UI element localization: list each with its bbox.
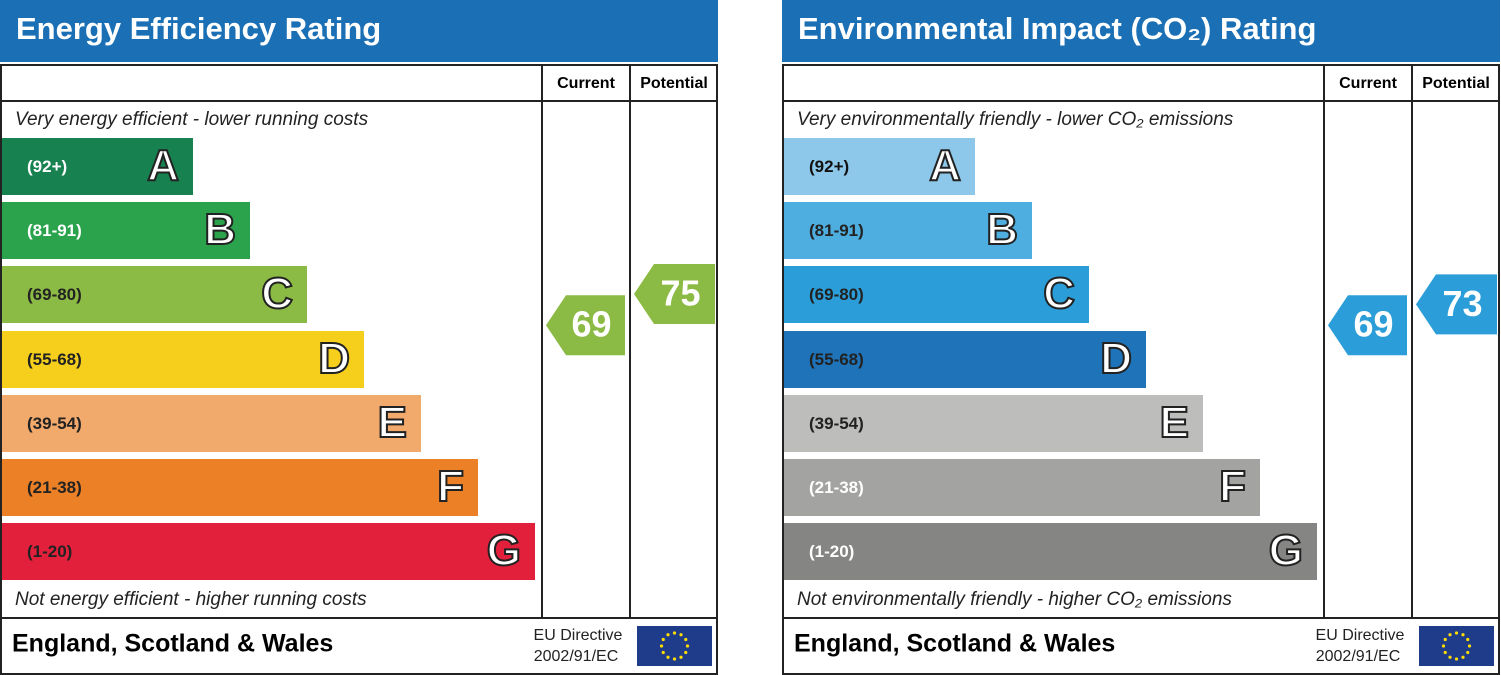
eu-star [672, 631, 677, 635]
eu-star [1443, 637, 1447, 642]
band-range: (69-80) [27, 285, 82, 304]
band-letter: F [1219, 462, 1246, 511]
eu-star [666, 655, 670, 659]
rating-band [2, 331, 364, 388]
band-range: (21-38) [809, 478, 864, 497]
column-header: Potential [1422, 75, 1490, 92]
rating-band [784, 138, 975, 195]
rating-value: 69 [571, 304, 611, 345]
band-letter: A [929, 141, 961, 190]
band-range: (39-54) [809, 414, 864, 433]
band-range: (69-80) [809, 285, 864, 304]
eu-star [672, 657, 677, 661]
rating-band [784, 395, 1203, 452]
rating-band [784, 202, 1032, 259]
band-range: (39-54) [27, 414, 82, 433]
eu-star [684, 637, 688, 642]
top-note: Very environmentally friendly - lower CO… [797, 109, 1234, 130]
band-range: (55-68) [27, 350, 82, 369]
eu-star [1454, 631, 1459, 635]
rating-value: 69 [1353, 304, 1393, 345]
band-range: (21-38) [27, 478, 82, 497]
rating-band [2, 202, 250, 259]
band-range: (81-91) [27, 221, 82, 240]
eu-star [661, 637, 665, 642]
rating-band [784, 523, 1317, 580]
rating-arrow [546, 295, 625, 356]
top-note: Very energy efficient - lower running co… [15, 109, 369, 130]
column-header: Potential [640, 75, 708, 92]
band-letter: B [986, 205, 1018, 254]
band-range: (1-20) [809, 542, 854, 561]
footer-region: England, Scotland & Wales [794, 630, 1115, 658]
eu-star [1448, 633, 1452, 637]
rating-value: 73 [1442, 283, 1482, 324]
band-range: (55-68) [809, 350, 864, 369]
eu-star [1443, 650, 1447, 655]
eu-star [659, 644, 664, 648]
band-range: (92+) [809, 157, 849, 176]
eu-star [1448, 655, 1452, 659]
panel: Energy Efficiency Rating Current Potential… [0, 0, 718, 675]
band-range: (81-91) [809, 221, 864, 240]
rating-band [2, 266, 307, 323]
directive: EU Directive [1316, 627, 1405, 644]
band-letter: E [1160, 398, 1189, 447]
column-header: Current [1339, 75, 1397, 92]
eu-star [684, 650, 688, 655]
bottom-note: Not energy efficient - higher running co… [15, 589, 367, 610]
band-letter: A [147, 141, 179, 190]
rating-arrow [634, 264, 715, 324]
panel-title: Energy Efficiency Rating [16, 11, 381, 46]
eu-star [1441, 644, 1446, 648]
column-header: Current [557, 75, 615, 92]
panel-title: Environmental Impact (CO₂) Rating [798, 11, 1316, 46]
band-letter: G [1269, 526, 1303, 575]
band-letter: B [204, 205, 236, 254]
directive: 2002/91/EC [534, 648, 619, 665]
directive: EU Directive [534, 627, 623, 644]
band-letter: C [1043, 269, 1075, 318]
band-range: (92+) [27, 157, 67, 176]
eu-star [1466, 637, 1470, 642]
eu-star [679, 633, 683, 637]
band-range: (1-20) [27, 542, 72, 561]
rating-value: 75 [660, 273, 700, 314]
band-letter: C [261, 269, 293, 318]
band-letter: D [1100, 334, 1132, 383]
rating-arrow [1416, 274, 1497, 335]
directive: 2002/91/EC [1316, 648, 1401, 665]
band-letter: F [437, 462, 464, 511]
rating-band [2, 395, 421, 452]
rating-band [2, 523, 535, 580]
band-letter: E [378, 398, 407, 447]
band-letter: G [487, 526, 521, 575]
eu-star [1454, 657, 1459, 661]
eu-star [1467, 644, 1472, 648]
eu-star [661, 650, 665, 655]
eu-star [685, 644, 690, 648]
eu-star [1466, 650, 1470, 655]
eu-star [666, 633, 670, 637]
bottom-note: Not environmentally friendly - higher CO… [797, 589, 1232, 610]
title-bar [0, 0, 718, 62]
title-bar [782, 0, 1500, 62]
rating-arrow [1328, 295, 1407, 356]
frame [0, 64, 718, 675]
rating-band [2, 138, 193, 195]
band-letter: D [318, 334, 350, 383]
rating-band [784, 266, 1089, 323]
rating-band [784, 331, 1146, 388]
eu-star [679, 655, 683, 659]
eu-star [1461, 633, 1465, 637]
footer-region: England, Scotland & Wales [12, 630, 333, 658]
rating-band [784, 459, 1260, 516]
eu-star [1461, 655, 1465, 659]
rating-band [2, 459, 478, 516]
panel: Environmental Impact (CO₂) Rating Current… [782, 0, 1500, 675]
frame [782, 64, 1500, 675]
